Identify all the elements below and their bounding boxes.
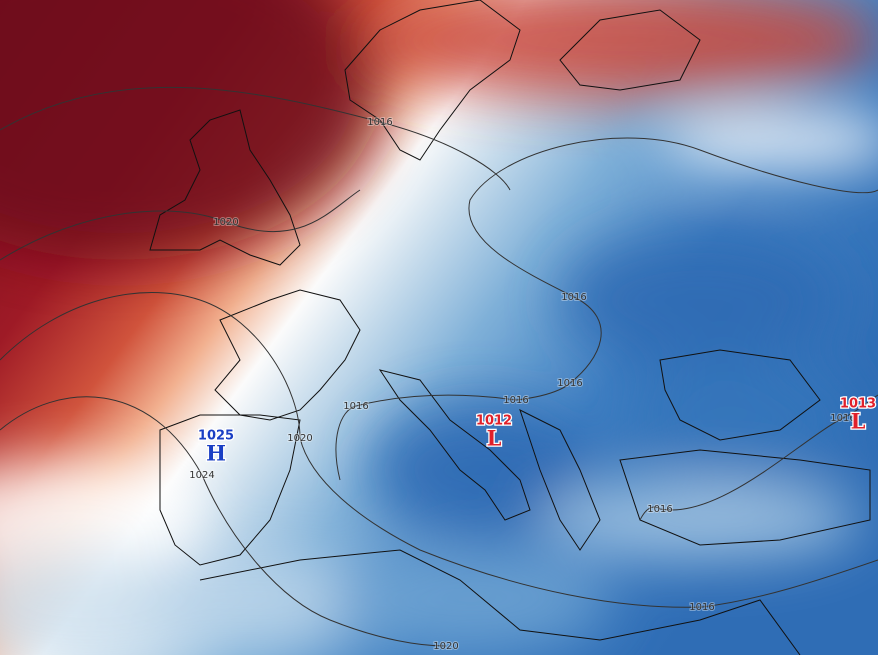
isobar-label: 1024 (189, 470, 214, 481)
isobar-label: 1016 (561, 292, 586, 303)
isobar-label: 1020 (287, 433, 312, 444)
isobar-label: 1016 (647, 504, 672, 515)
isobar-label: 1016 (503, 395, 528, 406)
labels: 1016 1020 1016 1016 1016 1016 1020 1016 1024 1016… (188, 116, 877, 653)
low-pressure-symbol: L (851, 409, 866, 434)
coastlines (149, 0, 871, 655)
isobar-label: 1016 (343, 401, 368, 412)
isobars (0, 86, 878, 647)
isobar-label: 1020 (433, 641, 458, 652)
isobar-label: 1016 (689, 602, 714, 613)
low-pressure-symbol: L (487, 426, 502, 451)
isobar-label: 1016 (830, 413, 855, 424)
isobar-label: 1016 (557, 378, 582, 389)
isobar-label: 1016 (367, 117, 392, 128)
low-pressure-value: 1012 (476, 414, 512, 429)
high-pressure-symbol: H (206, 441, 226, 466)
high-pressure-value: 1025 (198, 429, 234, 444)
isobar-label: 1020 (213, 217, 238, 228)
low-pressure-value: 1013 (840, 397, 876, 412)
